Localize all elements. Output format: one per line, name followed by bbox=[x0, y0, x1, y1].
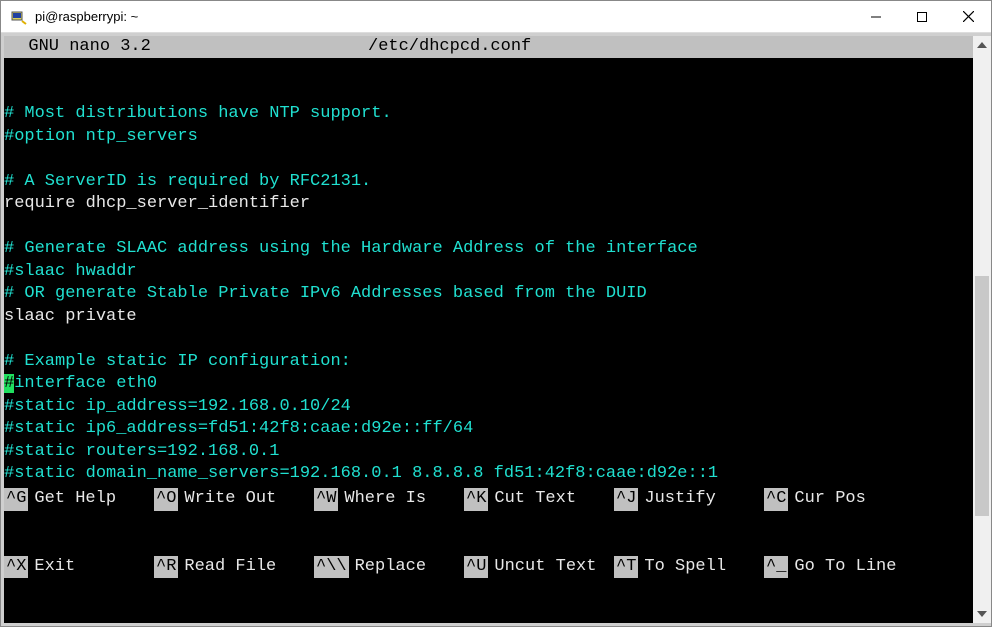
shortcut-key: ^_ bbox=[764, 556, 788, 579]
shortcut-key: ^O bbox=[154, 488, 178, 511]
shortcut-item: ^T To Spell bbox=[614, 556, 764, 579]
client-area: GNU nano 3.2 /etc/dhcpcd.conf # Most dis… bbox=[1, 33, 991, 626]
editor-line bbox=[4, 328, 973, 351]
nano-shortcut-bar: ^G Get Help ^O Write Out ^W Where Is ^K Cut Tex… bbox=[4, 443, 973, 623]
editor-line bbox=[4, 81, 973, 104]
nano-file-path: /etc/dhcpcd.conf bbox=[368, 36, 969, 58]
shortcut-item: ^K Cut Text bbox=[464, 488, 614, 511]
editor-line: # OR generate Stable Private IPv6 Addres… bbox=[4, 283, 973, 306]
close-button[interactable] bbox=[945, 1, 991, 32]
shortcut-key: ^X bbox=[4, 556, 28, 579]
shortcut-row: ^G Get Help ^O Write Out ^W Where Is ^K Cut Tex… bbox=[4, 488, 973, 511]
editor-line: #slaac hwaddr bbox=[4, 261, 973, 284]
editor-line: require dhcp_server_identifier bbox=[4, 193, 973, 216]
shortcut-label: Get Help bbox=[34, 488, 116, 511]
shortcut-key: ^T bbox=[614, 556, 638, 579]
vertical-scrollbar[interactable] bbox=[973, 36, 991, 623]
editor-line bbox=[4, 58, 973, 81]
shortcut-label: Cur Pos bbox=[794, 488, 865, 511]
scroll-thumb[interactable] bbox=[975, 276, 989, 516]
scroll-up-arrow[interactable] bbox=[973, 36, 991, 54]
shortcut-key: ^W bbox=[314, 488, 338, 511]
shortcut-label: To Spell bbox=[644, 556, 726, 579]
editor-line: # A ServerID is required by RFC2131. bbox=[4, 171, 973, 194]
editor-line bbox=[4, 216, 973, 239]
shortcut-label: Uncut Text bbox=[494, 556, 596, 579]
editor-line: #interface eth0 bbox=[4, 373, 973, 396]
editor-line: #static ip6_address=fd51:42f8:caae:d92e:… bbox=[4, 418, 973, 441]
shortcut-key: ^J bbox=[614, 488, 638, 511]
editor-line bbox=[4, 148, 973, 171]
putty-icon bbox=[11, 9, 27, 25]
shortcut-label: Exit bbox=[34, 556, 75, 579]
shortcut-key: ^U bbox=[464, 556, 488, 579]
editor-line: #static ip_address=192.168.0.10/24 bbox=[4, 396, 973, 419]
minimize-button[interactable] bbox=[853, 1, 899, 32]
shortcut-row: ^XExit^RRead File^\\Replace^UUncut Text^… bbox=[4, 556, 973, 579]
window-titlebar[interactable]: pi@raspberrypi: ~ bbox=[1, 1, 991, 33]
shortcut-label: Cut Text bbox=[494, 488, 576, 511]
shortcut-key: ^R bbox=[154, 556, 178, 579]
shortcut-key: ^K bbox=[464, 488, 488, 511]
editor-content[interactable]: # Most distributions have NTP support.#o… bbox=[4, 58, 973, 486]
maximize-button[interactable] bbox=[899, 1, 945, 32]
window-controls bbox=[853, 1, 991, 32]
shortcut-label: Write Out bbox=[184, 488, 276, 511]
shortcut-item: ^G Get Help bbox=[4, 488, 154, 511]
shortcut-item: ^U Uncut Text bbox=[464, 556, 614, 579]
shortcut-item: ^X Exit bbox=[4, 556, 154, 579]
editor-line: #option ntp_servers bbox=[4, 126, 973, 149]
shortcut-key: ^G bbox=[4, 488, 28, 511]
shortcut-item: ^C Cur Pos bbox=[764, 488, 914, 511]
shortcut-label: Justify bbox=[644, 488, 715, 511]
shortcut-item: ^J Justify bbox=[614, 488, 764, 511]
shortcut-label: Where Is bbox=[344, 488, 426, 511]
scroll-down-arrow[interactable] bbox=[973, 605, 991, 623]
editor-line: # Most distributions have NTP support. bbox=[4, 103, 973, 126]
shortcut-key: ^C bbox=[764, 488, 788, 511]
editor-line: # Example static IP configuration: bbox=[4, 351, 973, 374]
window-title: pi@raspberrypi: ~ bbox=[35, 9, 853, 24]
shortcut-item: ^R Read File bbox=[154, 556, 314, 579]
text-cursor: # bbox=[4, 374, 14, 393]
nano-header-bar: GNU nano 3.2 /etc/dhcpcd.conf bbox=[4, 36, 973, 58]
shortcut-item: ^W Where Is bbox=[314, 488, 464, 511]
shortcut-item: ^_ Go To Line bbox=[764, 556, 914, 579]
shortcut-key: ^\\ bbox=[314, 556, 349, 579]
shortcut-item: ^O Write Out bbox=[154, 488, 314, 511]
shortcut-label: Go To Line bbox=[794, 556, 896, 579]
terminal-viewport[interactable]: GNU nano 3.2 /etc/dhcpcd.conf # Most dis… bbox=[4, 36, 973, 623]
editor-line: # Generate SLAAC address using the Hardw… bbox=[4, 238, 973, 261]
shortcut-item: ^\\ Replace bbox=[314, 556, 464, 579]
nano-app-label: GNU nano 3.2 bbox=[8, 36, 368, 58]
terminal-window: pi@raspberrypi: ~ GNU nano 3.2 /etc/dhcp… bbox=[0, 0, 992, 627]
shortcut-label: Read File bbox=[184, 556, 276, 579]
shortcut-label: Replace bbox=[355, 556, 426, 579]
editor-line: slaac private bbox=[4, 306, 973, 329]
